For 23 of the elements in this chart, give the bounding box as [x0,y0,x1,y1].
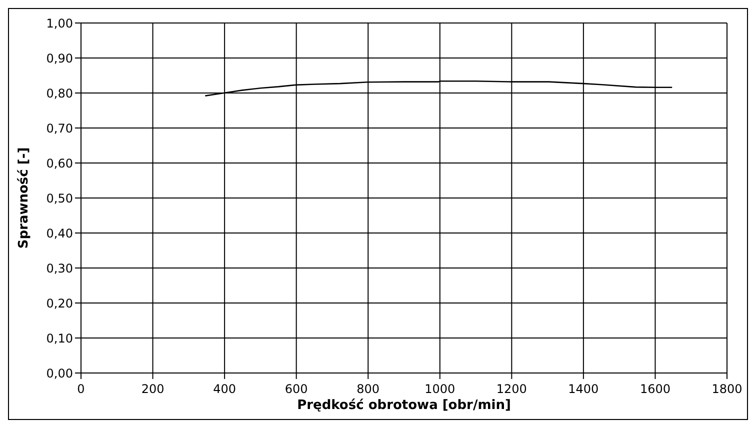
y-tick-label: 0,10 [46,331,73,346]
y-tick-label: 0,60 [46,156,73,170]
x-tick-label: 0 [77,382,85,396]
y-tick-label: 1,00 [46,16,73,30]
x-tick-label: 200 [141,382,164,396]
y-tick-label: 0,90 [46,51,73,66]
x-tick-label: 1200 [496,382,527,396]
x-tick-label: 1400 [568,382,599,396]
y-tick-label: 0,40 [46,226,73,240]
x-axis-title: Prędkość obrotowa [obr/min] [297,398,511,413]
y-tick-label: 0,20 [46,296,73,310]
y-tick-label: 0,30 [46,261,73,276]
y-tick-label: 0,70 [46,121,73,136]
y-tick-label: 0,00 [46,366,73,380]
x-tick-label: 600 [284,382,308,396]
y-tick-label: 0,50 [46,191,73,206]
x-tick-label: 800 [356,382,380,396]
y-tick-label: 0,80 [46,86,73,100]
y-axis-title: Sprawność [-] [16,147,32,249]
x-tick-label: 400 [213,382,236,396]
x-tick-label: 1600 [640,382,670,396]
x-tick-label: 1800 [712,382,742,396]
x-tick-label: 1000 [424,382,456,396]
